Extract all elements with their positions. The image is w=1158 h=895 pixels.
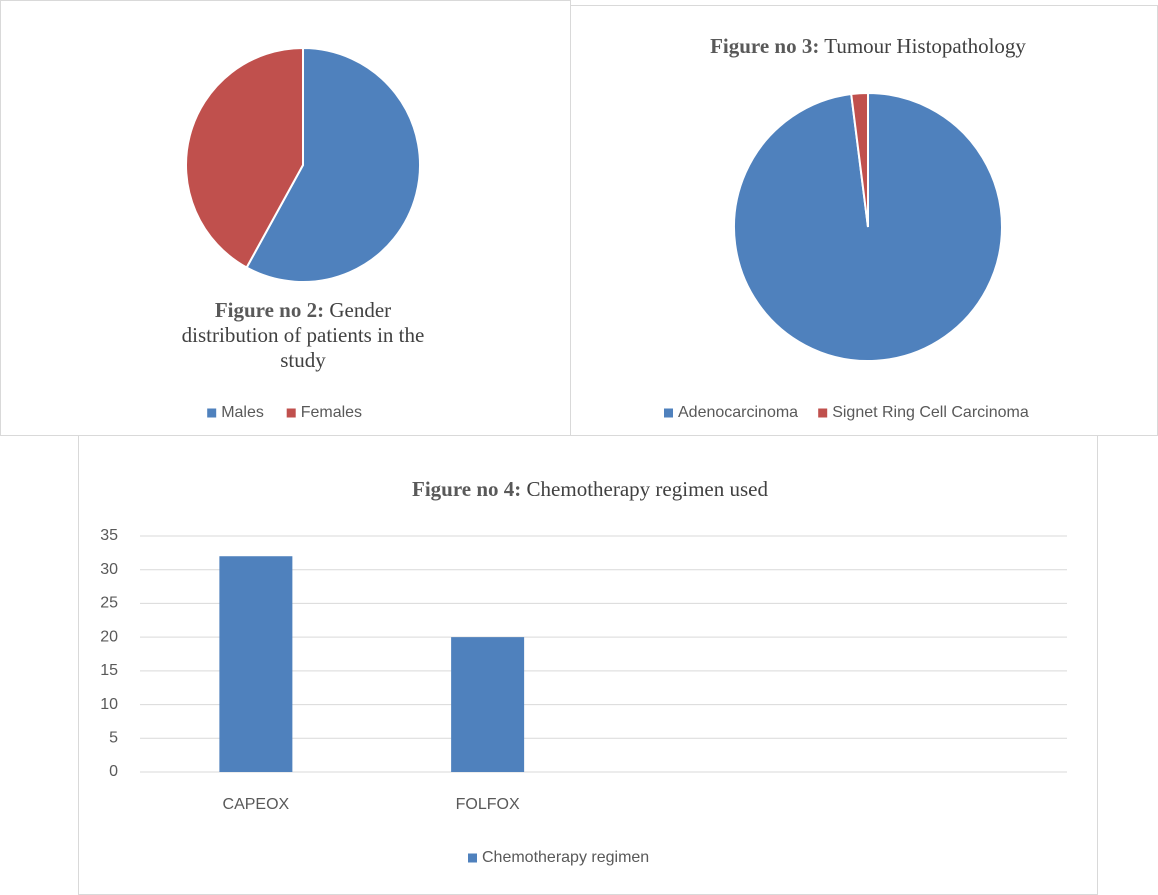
- pie-slice: [850, 91, 869, 228]
- chart-title: Figure no 3: Tumour Histopathology: [620, 34, 1116, 59]
- y-tick-label: 15: [100, 662, 118, 679]
- legend-swatch: [286, 408, 296, 418]
- legend-label: Adenocarcinoma: [678, 404, 798, 421]
- title-text: Gender distribution of patients in the s…: [181, 298, 425, 372]
- legend-swatch: [664, 408, 673, 418]
- bar: [451, 637, 525, 772]
- y-tick-label: 35: [100, 527, 118, 544]
- x-tick-label: FOLFOX: [456, 796, 520, 813]
- y-tick-label: 10: [100, 696, 118, 713]
- legend-swatch: [468, 853, 477, 863]
- title-text: Tumour Histopathology: [824, 34, 1026, 58]
- y-tick-label: 5: [109, 730, 118, 747]
- legend-label: Males: [221, 404, 264, 421]
- y-tick-label: 20: [100, 628, 118, 645]
- chart-title: Figure no 2: Gender distribution of pati…: [168, 298, 438, 373]
- x-tick-label: CAPEOX: [223, 796, 290, 813]
- y-tick-label: 0: [109, 763, 118, 780]
- pie-slice: [245, 46, 421, 283]
- legend-label: Chemotherapy regimen: [482, 849, 649, 866]
- legend-label: Females: [301, 404, 362, 421]
- legend-label: Signet Ring Cell Carcinoma: [832, 404, 1029, 421]
- title-label: Figure no 3:: [710, 34, 820, 58]
- pie-slice: [185, 46, 304, 269]
- legend-swatch: [818, 408, 828, 418]
- chart-title: Figure no 4: Chemotherapy regimen used: [200, 477, 980, 502]
- title-text: Chemotherapy regimen used: [526, 477, 768, 501]
- bar: [219, 556, 293, 772]
- legend-swatch: [207, 408, 217, 418]
- title-label: Figure no 2:: [214, 298, 325, 322]
- y-tick-label: 25: [100, 595, 118, 612]
- y-tick-label: 30: [100, 561, 118, 578]
- title-label: Figure no 4:: [412, 477, 522, 501]
